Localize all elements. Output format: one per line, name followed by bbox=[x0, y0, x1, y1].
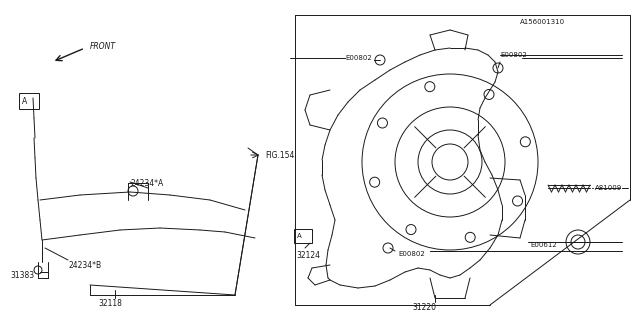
Text: FRONT: FRONT bbox=[90, 42, 116, 51]
Text: E00612: E00612 bbox=[530, 242, 557, 248]
Text: 24234*B: 24234*B bbox=[68, 260, 101, 269]
Text: A: A bbox=[22, 97, 28, 106]
Text: FIG.154: FIG.154 bbox=[265, 150, 294, 159]
Text: A: A bbox=[297, 233, 301, 239]
Text: 31220: 31220 bbox=[412, 303, 436, 313]
Text: E00802: E00802 bbox=[500, 52, 527, 58]
Text: A156001310: A156001310 bbox=[520, 19, 565, 25]
Text: A81009: A81009 bbox=[595, 185, 622, 191]
Text: 32124: 32124 bbox=[296, 251, 320, 260]
Text: E00802: E00802 bbox=[345, 55, 372, 61]
Text: 31383: 31383 bbox=[10, 270, 34, 279]
Text: 32118: 32118 bbox=[98, 300, 122, 308]
Text: E00802: E00802 bbox=[398, 251, 425, 257]
Text: 24234*A: 24234*A bbox=[130, 179, 163, 188]
